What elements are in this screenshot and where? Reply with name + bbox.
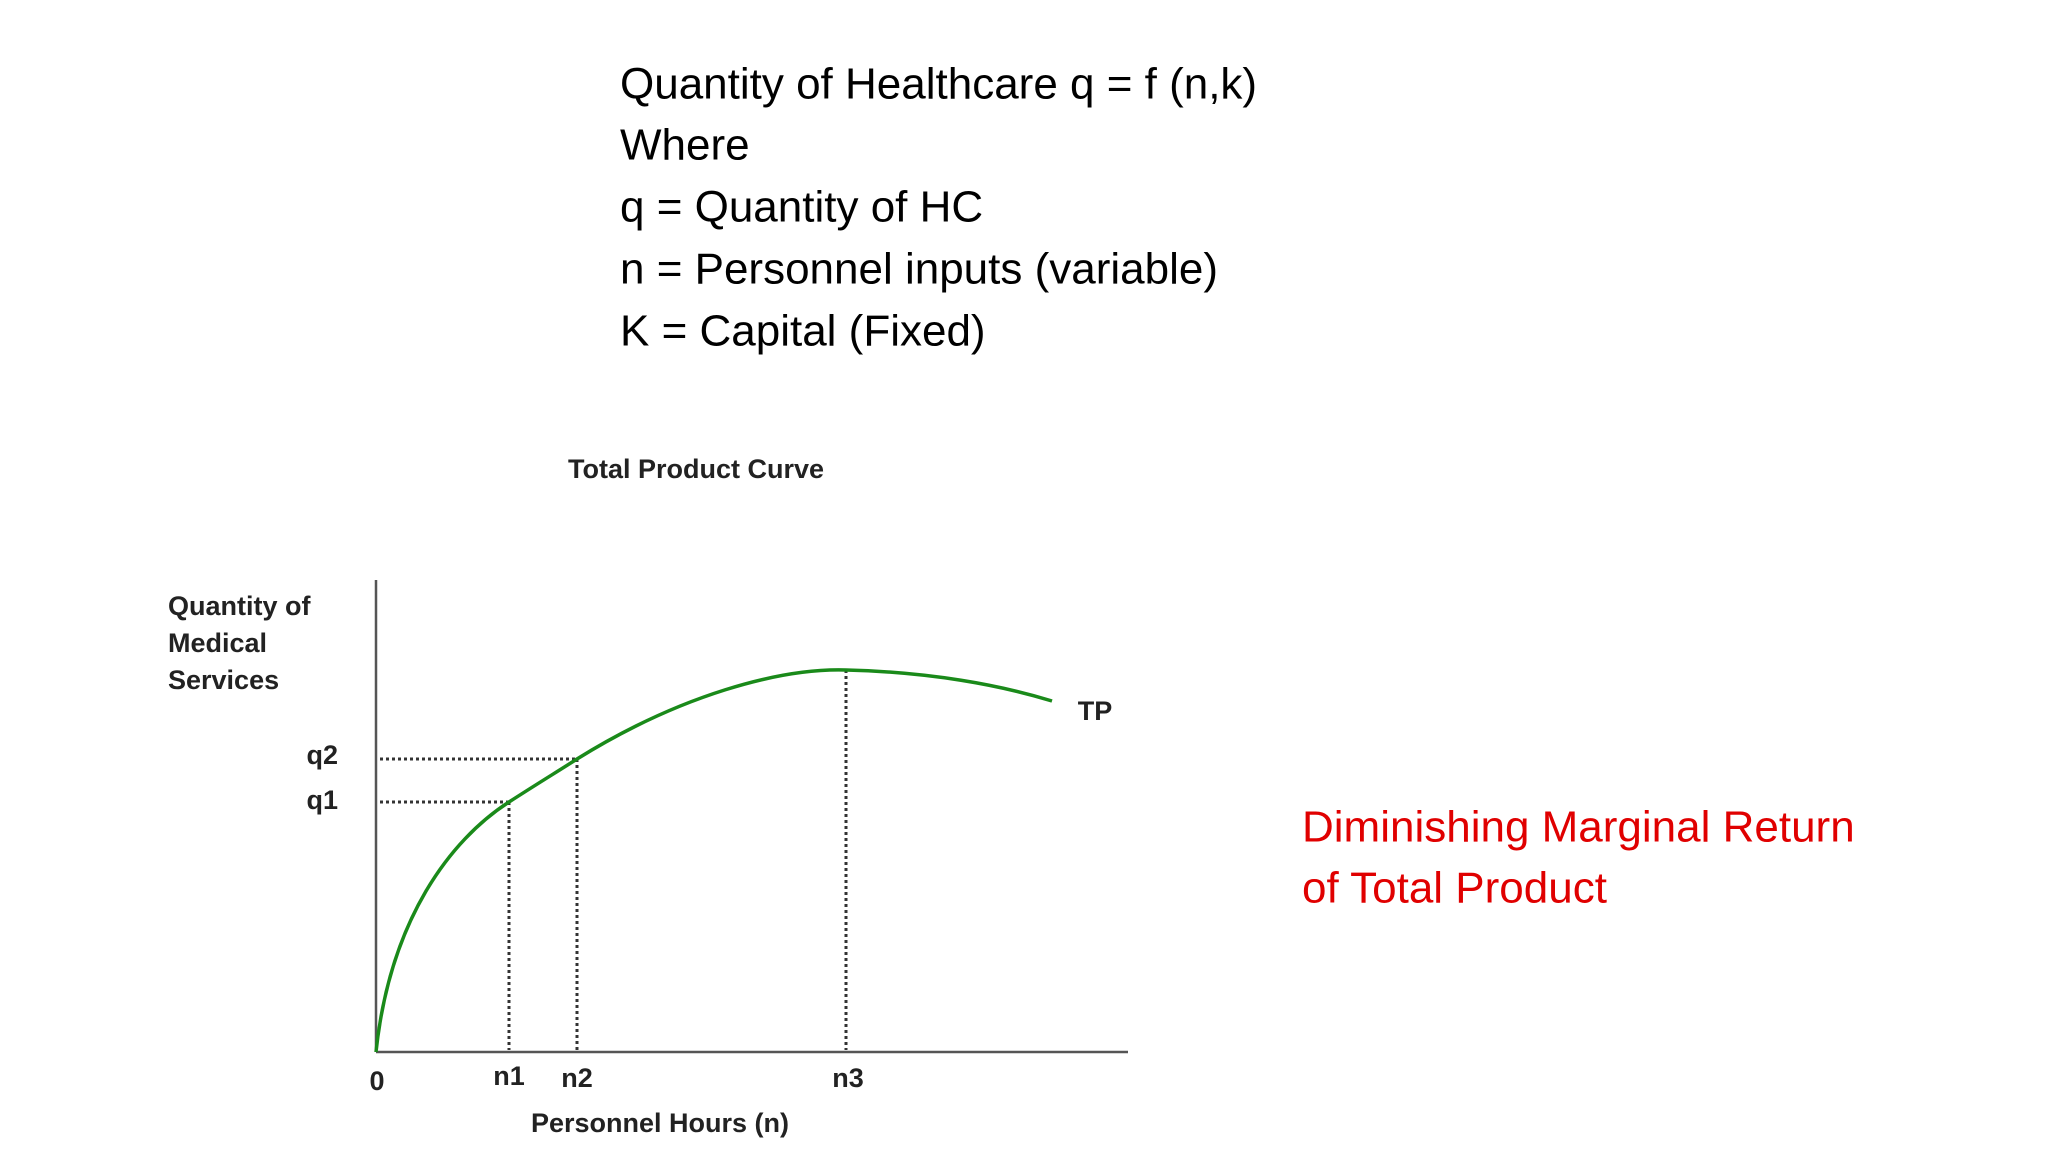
diagram-title: Total Product Curve xyxy=(568,454,824,484)
text-line: Where xyxy=(620,121,750,170)
annotation-line: of Total Product xyxy=(1302,864,1607,913)
x-marker: n1 xyxy=(493,1061,525,1091)
x-marker: n2 xyxy=(561,1063,593,1093)
curve-label: TP xyxy=(1078,696,1113,726)
y-axis-label: Quantity of xyxy=(168,591,311,621)
guide-lines xyxy=(380,670,848,1050)
y-marker: q2 xyxy=(306,740,338,770)
y-axis-label: Medical xyxy=(168,628,267,658)
annotation-line: Diminishing Marginal Return xyxy=(1302,803,1855,852)
x-marker: n3 xyxy=(832,1063,864,1093)
text-line: n = Personnel inputs (variable) xyxy=(620,245,1218,294)
y-axis-label: Services xyxy=(168,665,279,695)
text-line: Quantity of Healthcare q = f (n,k) xyxy=(620,60,1257,109)
text-block: Quantity of Healthcare q = f (n,k) Where… xyxy=(620,60,1257,356)
tp-curve xyxy=(374,668,1053,1053)
diagram: Total Product Curve Quantity of Medical … xyxy=(168,454,1128,1138)
annotation: Diminishing Marginal Return of Total Pro… xyxy=(1302,803,1855,913)
y-marker: q1 xyxy=(306,785,338,815)
text-line: q = Quantity of HC xyxy=(620,183,983,232)
origin-label: 0 xyxy=(369,1066,384,1096)
text-line: K = Capital (Fixed) xyxy=(620,307,986,356)
x-axis-label: Personnel Hours (n) xyxy=(531,1108,789,1138)
